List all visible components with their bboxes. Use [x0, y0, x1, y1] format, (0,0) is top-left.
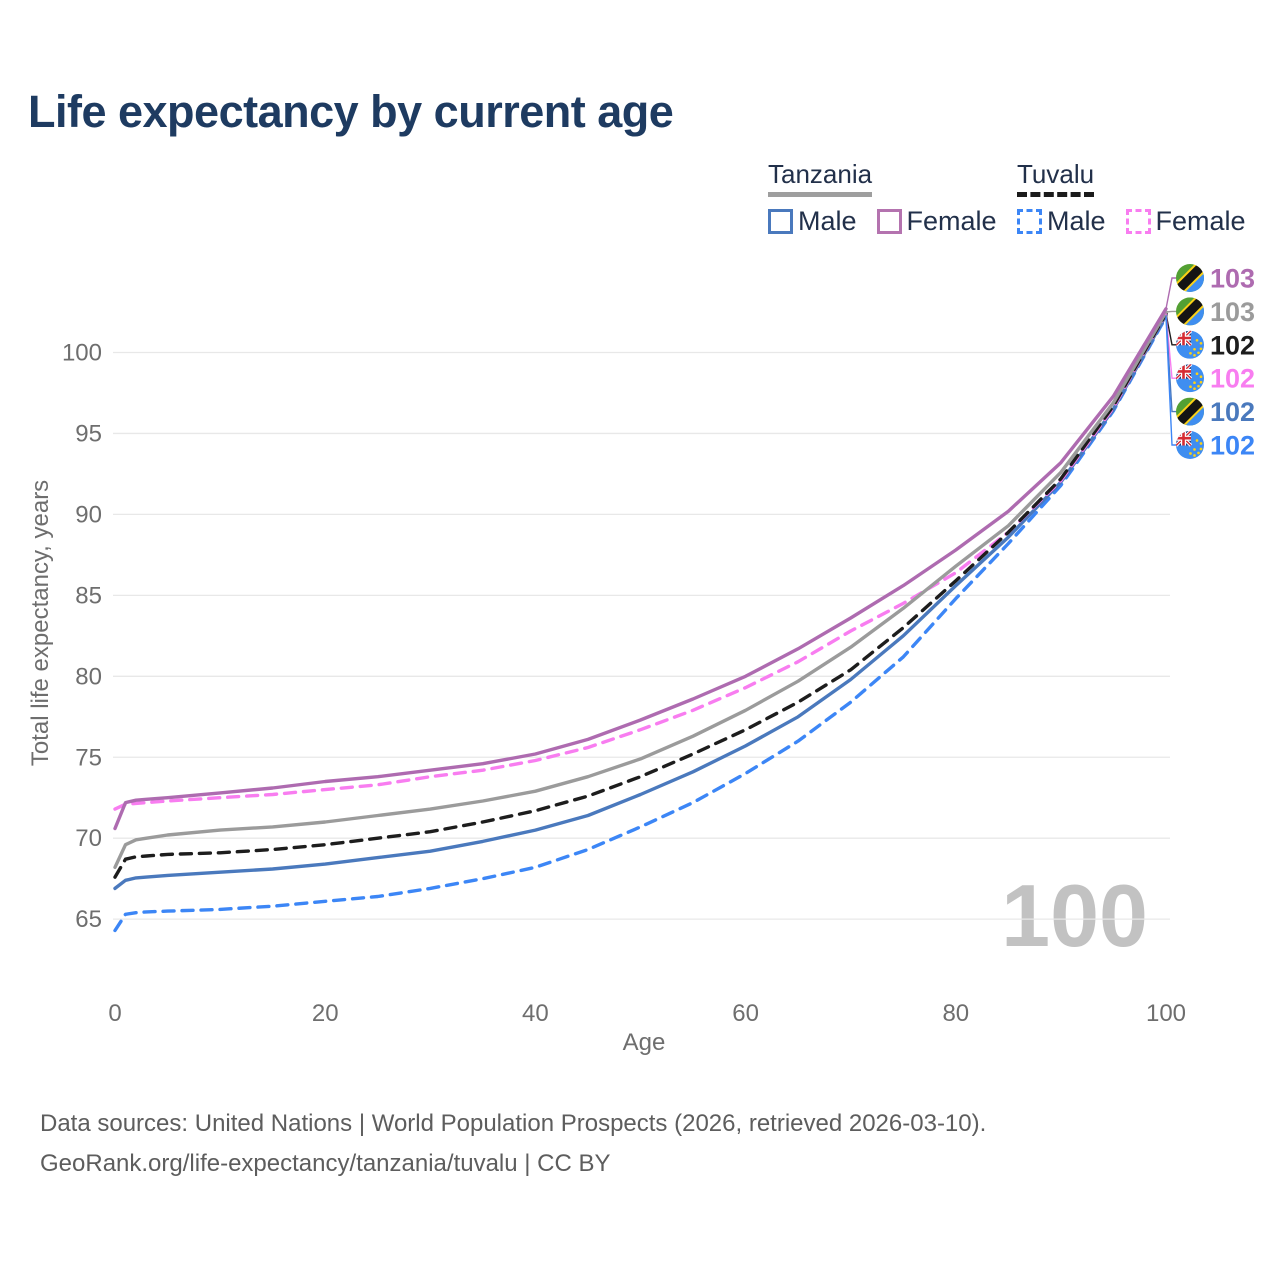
y-tick-label: 100 — [62, 340, 102, 367]
end-label-connector — [1165, 316, 1176, 446]
end-value-label-tuvalu-male: 102 — [1210, 431, 1255, 461]
end-value-label-tuvalu-female: 102 — [1210, 364, 1255, 394]
flag-tuvalu-icon — [1176, 364, 1204, 393]
legend-group-tuvalu: Tuvalu Male Female — [1017, 159, 1246, 237]
end-value-label-tanzania-both: 103 — [1210, 297, 1255, 327]
x-tick-label: 60 — [732, 1000, 759, 1027]
legend-header-tanzania[interactable]: Tanzania — [768, 159, 873, 197]
y-tick-label: 65 — [75, 906, 102, 933]
y-tick-label: 80 — [75, 663, 102, 690]
legend-label: Female — [906, 206, 997, 236]
flag-tuvalu-icon — [1176, 330, 1204, 359]
x-tick-label: 0 — [108, 1000, 121, 1027]
tanzania-female-swatch-icon — [876, 209, 902, 234]
legend-label: Male — [798, 206, 857, 236]
page-title: Life expectancy by current age — [28, 86, 674, 137]
y-tick-label: 90 — [75, 501, 102, 528]
line-tanzania-both[interactable] — [113, 310, 1168, 869]
legend-item-tanzania-female[interactable]: Female — [876, 206, 997, 237]
y-axis-title: Total life expectancy, years — [27, 480, 54, 766]
legend-header-tuvalu[interactable]: Tuvalu — [1017, 159, 1095, 197]
x-axis-title: Age — [623, 1029, 666, 1056]
footer-data-sources: Data sources: United Nations | World Pop… — [40, 1110, 987, 1137]
end-value-label-tanzania-male: 102 — [1210, 397, 1255, 427]
x-tick-label: 80 — [942, 1000, 969, 1027]
end-label-connector — [1165, 313, 1176, 346]
legend-item-tanzania-male[interactable]: Male — [768, 206, 857, 237]
y-tick-label: 75 — [75, 744, 102, 771]
x-tick-label: 20 — [312, 1000, 339, 1027]
end-label-connector — [1165, 313, 1176, 379]
legend-item-tuvalu-male[interactable]: Male — [1017, 206, 1106, 237]
tuvalu-female-swatch-icon — [1125, 209, 1151, 234]
flag-tuvalu-icon — [1176, 431, 1204, 459]
x-tick-label: 100 — [1146, 1000, 1186, 1027]
flag-tanzania-icon — [1176, 264, 1204, 292]
legend-label: Female — [1155, 206, 1246, 236]
line-tuvalu-female[interactable] — [113, 311, 1168, 811]
legend-items-tuvalu: Male Female — [1017, 206, 1246, 237]
legend-group-tanzania: Tanzania Male Female — [768, 159, 997, 237]
line-tanzania-male[interactable] — [113, 313, 1168, 891]
legend-label: Male — [1047, 206, 1106, 236]
line-tanzania-female[interactable] — [113, 307, 1168, 831]
y-tick-label: 85 — [75, 582, 102, 609]
age-watermark: 100 — [1001, 866, 1148, 965]
end-label-connector — [1165, 310, 1176, 313]
y-tick-label: 95 — [75, 420, 102, 447]
legend-item-tuvalu-female[interactable]: Female — [1125, 206, 1246, 237]
y-tick-label: 70 — [75, 825, 102, 852]
end-value-label-tanzania-female: 103 — [1210, 264, 1255, 294]
flag-tanzania-icon — [1176, 297, 1204, 326]
tanzania-male-swatch-icon — [768, 209, 793, 234]
legend-items-tanzania: Male Female — [768, 206, 997, 237]
tuvalu-male-swatch-icon — [1017, 209, 1042, 234]
footer-attribution: GeoRank.org/life-expectancy/tanzania/tuv… — [40, 1150, 611, 1177]
footer: Data sources: United Nations | World Pop… — [40, 1104, 986, 1184]
end-value-label-tuvalu-both: 102 — [1210, 330, 1255, 360]
x-tick-label: 40 — [522, 1000, 549, 1027]
line-tuvalu-male[interactable] — [113, 315, 1168, 933]
end-label-connector — [1165, 277, 1176, 309]
flag-tanzania-icon — [1176, 397, 1204, 426]
line-tuvalu-both[interactable] — [113, 311, 1168, 879]
